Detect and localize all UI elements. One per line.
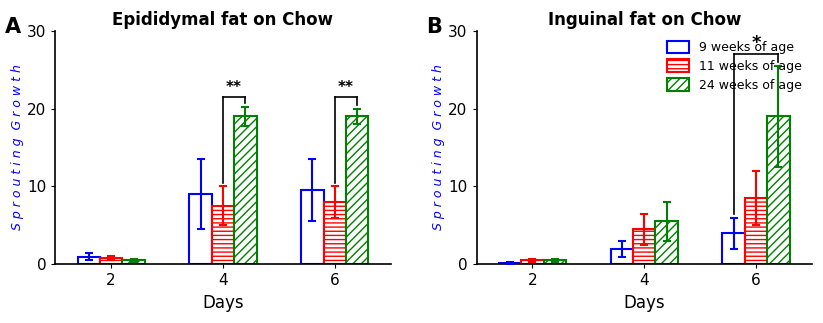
Bar [100,258,123,264]
X-axis label: Days: Days [623,294,665,312]
Y-axis label: S p r o u t i n g  G r o w t h: S p r o u t i n g G r o w t h [12,65,24,230]
Bar [77,256,100,264]
Bar [521,260,543,264]
Bar [212,206,235,264]
Bar [633,229,655,264]
Bar [189,194,212,264]
Bar [301,190,323,264]
X-axis label: Days: Days [202,294,244,312]
Bar [499,263,521,264]
Bar [723,233,745,264]
Text: **: ** [226,80,242,95]
Text: B: B [426,17,442,36]
Bar [767,116,789,264]
Legend: 9 weeks of age, 11 weeks of age, 24 weeks of age: 9 weeks of age, 11 weeks of age, 24 week… [663,37,806,95]
Bar [346,116,369,264]
Title: Epididymal fat on Chow: Epididymal fat on Chow [113,11,333,29]
Text: A: A [5,17,21,36]
Bar [543,260,566,264]
Bar [655,222,677,264]
Text: *: * [751,35,760,52]
Text: **: ** [338,80,354,95]
Bar [323,202,346,264]
Title: Inguinal fat on Chow: Inguinal fat on Chow [547,11,741,29]
Bar [235,116,257,264]
Y-axis label: S p r o u t i n g  G r o w t h: S p r o u t i n g G r o w t h [432,65,445,230]
Bar [611,249,633,264]
Bar [123,260,145,264]
Bar [745,198,767,264]
